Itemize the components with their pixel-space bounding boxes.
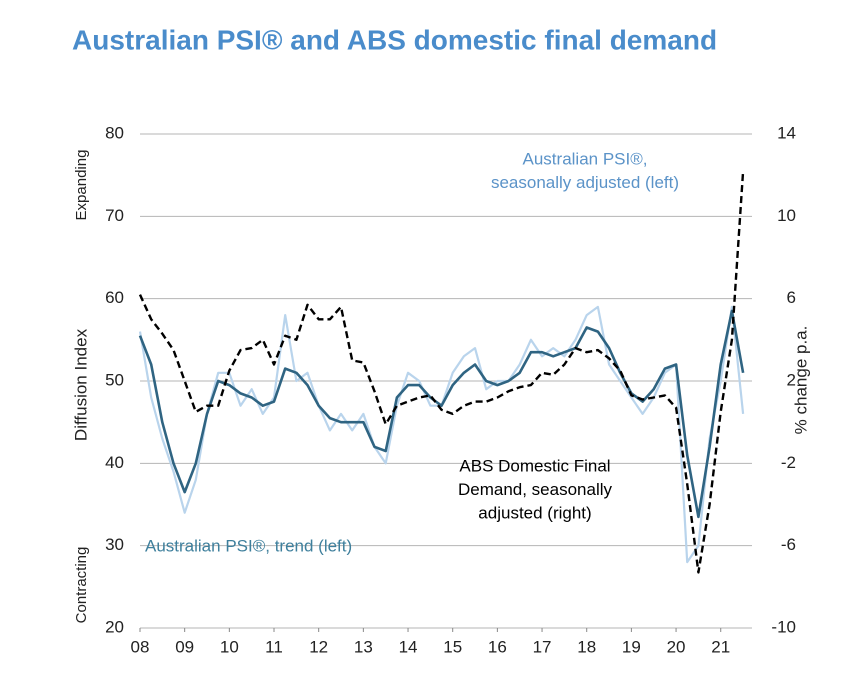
y-tick-label: 60 [105, 288, 124, 307]
y-top-label: Expanding [73, 150, 90, 221]
y2-tick-label: 6 [787, 288, 796, 307]
y-tick-label: 70 [105, 206, 124, 225]
y2-tick-label: 14 [777, 123, 796, 142]
annotation: Australian PSI®, [523, 149, 648, 168]
annotation: seasonally adjusted (left) [491, 173, 679, 192]
y-tick-label: 20 [105, 617, 124, 636]
series-line [138, 305, 745, 564]
annotation: Australian PSI®, trend (left) [145, 536, 352, 555]
y2-axis-label: % change p.a. [791, 326, 810, 435]
x-tick-label: 08 [131, 637, 150, 656]
annotation: ABS Domestic Final [459, 456, 610, 475]
x-tick-label: 12 [309, 637, 328, 656]
y2-tick-label: -10 [771, 617, 796, 636]
series-line [138, 309, 745, 519]
x-tick-label: 16 [488, 637, 507, 656]
x-tick-label: 14 [399, 637, 418, 656]
y-tick-label: 80 [105, 123, 124, 142]
y2-tick-label: 2 [787, 370, 796, 389]
y-tick-label: 30 [105, 535, 124, 554]
x-tick-label: 13 [354, 637, 373, 656]
y2-tick-label: -2 [781, 453, 796, 472]
x-tick-label: 09 [175, 637, 194, 656]
series-line [138, 171, 745, 574]
chart-title: Australian PSI® and ABS domestic final d… [72, 24, 717, 55]
y-tick-label: 50 [105, 370, 124, 389]
x-tick-label: 19 [622, 637, 641, 656]
x-tick-label: 10 [220, 637, 239, 656]
y-tick-label: 40 [105, 453, 124, 472]
x-tick-label: 18 [577, 637, 596, 656]
x-tick-label: 20 [667, 637, 686, 656]
x-tick-label: 21 [711, 637, 730, 656]
annotation: Demand, seasonally [458, 480, 613, 499]
annotation: adjusted (right) [478, 503, 591, 522]
x-tick-label: 15 [443, 637, 462, 656]
y2-tick-label: 10 [777, 206, 796, 225]
y2-tick-label: -6 [781, 535, 796, 554]
x-tick-label: 11 [265, 637, 283, 656]
y-axis-label: Diffusion Index [71, 328, 90, 441]
x-tick-label: 17 [533, 637, 552, 656]
y-bottom-label: Contracting [73, 547, 90, 624]
